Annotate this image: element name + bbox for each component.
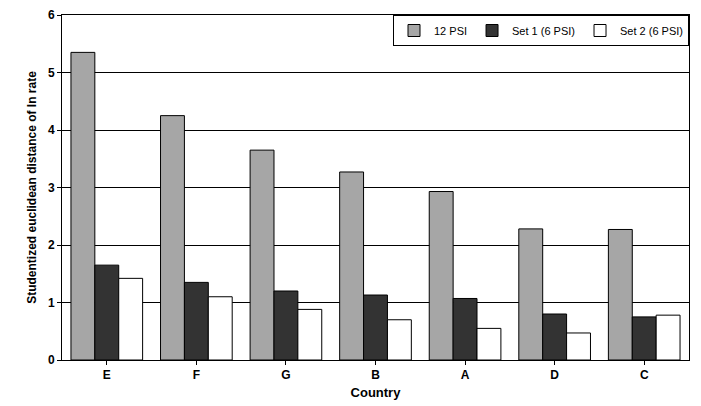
svg-text:F: F (193, 368, 200, 382)
svg-text:5: 5 (48, 66, 55, 80)
svg-text:1: 1 (48, 296, 55, 310)
svg-text:6: 6 (48, 8, 55, 22)
svg-text:12 PSI: 12 PSI (434, 25, 467, 37)
svg-text:Studentized euclidean distance: Studentized euclidean distance of ln rat… (25, 71, 39, 304)
svg-text:G: G (281, 368, 290, 382)
svg-text:Set 2 (6 PSI): Set 2 (6 PSI) (620, 25, 683, 37)
svg-text:A: A (461, 368, 470, 382)
svg-text:2: 2 (48, 238, 55, 252)
svg-text:0: 0 (48, 353, 55, 367)
svg-text:C: C (640, 368, 649, 382)
svg-text:Country: Country (351, 385, 402, 400)
svg-text:3: 3 (48, 181, 55, 195)
svg-text:E: E (103, 368, 111, 382)
svg-text:4: 4 (48, 123, 55, 137)
svg-text:D: D (550, 368, 559, 382)
svg-text:Set 1 (6 PSI): Set 1 (6 PSI) (512, 25, 575, 37)
svg-text:B: B (371, 368, 380, 382)
